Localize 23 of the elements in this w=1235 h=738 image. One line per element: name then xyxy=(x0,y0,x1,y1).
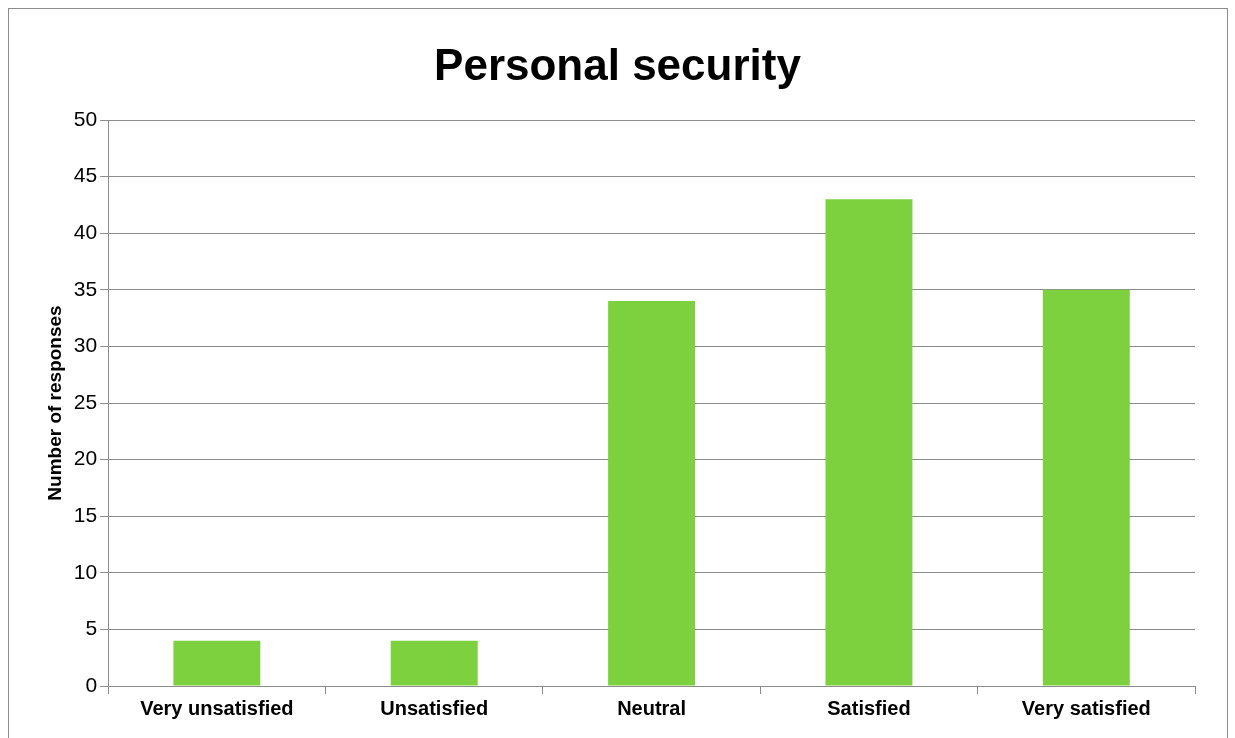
y-tick-label: 25 xyxy=(73,389,98,413)
bar xyxy=(173,640,261,686)
y-tick-label: 30 xyxy=(73,333,98,357)
bar xyxy=(390,640,478,686)
y-tick-label: 0 xyxy=(85,672,98,696)
bar xyxy=(608,301,696,686)
y-tick-label: 45 xyxy=(73,163,98,187)
y-axis-title: Number of responses xyxy=(43,305,65,501)
y-tick-label: 35 xyxy=(73,276,98,300)
bar xyxy=(1042,289,1130,686)
y-tick-label: 40 xyxy=(73,220,98,243)
x-tick-label: Very satisfied xyxy=(1021,696,1151,719)
x-tick-label: Unsatisfied xyxy=(380,696,489,719)
y-tick-label: 50 xyxy=(73,106,98,130)
bar xyxy=(825,199,913,686)
x-tick-label: Neutral xyxy=(617,696,687,719)
y-tick-label: 10 xyxy=(73,559,98,583)
chart-title: Personal security xyxy=(433,40,802,90)
y-tick-label: 15 xyxy=(73,503,98,526)
x-tick-label: Satisfied xyxy=(827,696,911,719)
y-tick-label: 5 xyxy=(85,616,98,640)
y-tick-label: 20 xyxy=(73,446,98,470)
x-tick-label: Very unsatisfied xyxy=(140,696,294,719)
